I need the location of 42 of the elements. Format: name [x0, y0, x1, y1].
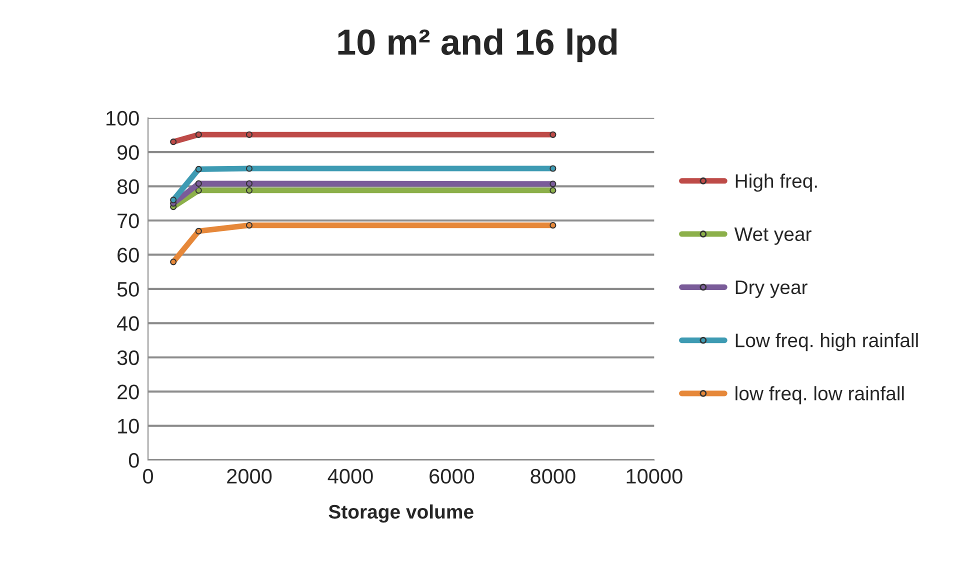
point	[170, 196, 177, 204]
point	[246, 165, 253, 172]
x-axis-title: Storage volume	[328, 504, 474, 523]
y-tick-label: 10	[118, 418, 139, 434]
y-tick-label: 50	[117, 282, 139, 297]
point	[246, 187, 253, 194]
point	[195, 180, 202, 187]
legend-label: Low freq. high rainfall	[736, 333, 918, 352]
point	[550, 131, 556, 138]
y-tick-label: 20	[118, 384, 139, 400]
point	[550, 180, 556, 188]
y-tick-label: 90	[118, 145, 139, 160]
x-tick-label: 6000	[430, 468, 474, 484]
point	[246, 131, 253, 138]
x-tick-label: 2000	[227, 468, 272, 484]
legend-label: High freq.	[736, 174, 817, 192]
point	[170, 138, 177, 146]
legend-label: Wet year	[734, 227, 812, 245]
point	[170, 258, 177, 266]
x-tick-label: 0	[143, 468, 154, 484]
point	[195, 228, 202, 234]
y-tick-label: 70	[118, 214, 139, 228]
y-tick-label: 100	[106, 110, 139, 126]
point	[195, 187, 202, 194]
x-tick-label: 8000	[530, 468, 576, 484]
point	[550, 222, 556, 229]
point	[195, 166, 202, 172]
point	[246, 222, 253, 229]
point	[550, 165, 556, 172]
legend-label: Dry year	[736, 280, 808, 298]
point	[246, 180, 253, 187]
chart-title: 10 m² and 16 lpd	[338, 28, 617, 62]
y-tick-label: 30	[117, 350, 139, 366]
y-tick-label: 40	[117, 316, 139, 331]
x-tick-label: 10000	[626, 468, 682, 484]
y-tick-label: 60	[118, 248, 139, 262]
y-tick-label: 80	[117, 179, 139, 194]
legend-label: low freq. low rainfall	[736, 386, 904, 404]
y-tick-label: 0	[128, 453, 139, 468]
point	[550, 187, 556, 194]
point	[195, 131, 202, 138]
x-tick-label: 4000	[328, 468, 373, 484]
